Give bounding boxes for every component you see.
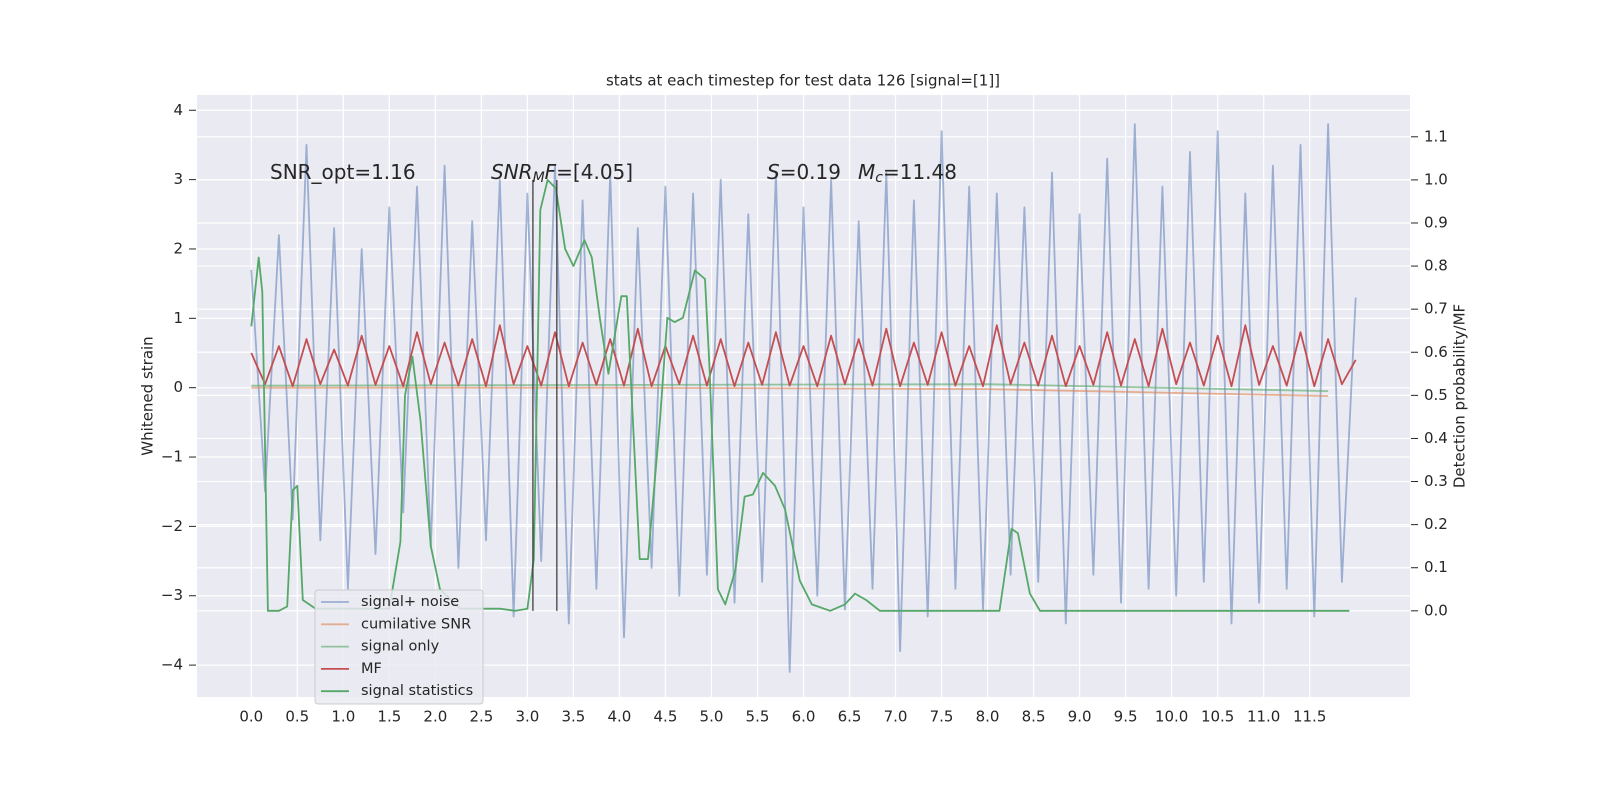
annotation-part: M — [858, 160, 875, 184]
x-tick-label: 2.0 — [423, 708, 447, 726]
x-tick-label: 8.5 — [1022, 708, 1046, 726]
y2-tick-label: 0.6 — [1424, 343, 1448, 361]
annotation: Mc=11.48 — [858, 160, 957, 187]
x-tick-label: 5.0 — [700, 708, 724, 726]
x-tick-label: 6.0 — [792, 708, 816, 726]
x-tick-label: 0.5 — [285, 708, 309, 726]
y-tick-label: 2 — [173, 239, 183, 257]
x-tick-label: 5.5 — [746, 708, 770, 726]
series-line — [251, 383, 1329, 392]
annotation-part: c — [875, 170, 883, 186]
legend-label: cumilative SNR — [361, 616, 471, 632]
x-tick-label: 7.0 — [884, 708, 908, 726]
x-tick-label: 4.5 — [654, 708, 678, 726]
x-tick-label: 3.5 — [561, 708, 585, 726]
annotation: S=0.19 — [767, 160, 841, 184]
x-tick-label: 8.0 — [976, 708, 1000, 726]
x-tick-label: 10.0 — [1155, 708, 1188, 726]
y2-tick-label: 0.0 — [1424, 601, 1448, 619]
y-tick-label: −2 — [161, 517, 183, 535]
legend-label: MF — [361, 661, 382, 677]
series-line — [251, 386, 1329, 397]
x-tick-label: 9.0 — [1068, 708, 1092, 726]
series-line — [250, 123, 1357, 673]
y-tick-label: −4 — [161, 656, 183, 674]
legend-label: signal only — [361, 639, 440, 655]
annotation-part: M — [533, 170, 545, 186]
x-tick-label: 1.0 — [331, 708, 355, 726]
x-tick-label: 1.5 — [377, 708, 401, 726]
grid — [197, 95, 1410, 697]
y2-tick-label: 0.7 — [1424, 300, 1448, 318]
annotation-part: SNR_opt=1.16 — [270, 160, 416, 184]
x-tick-label: 9.5 — [1114, 708, 1138, 726]
y2-tick-label: 1.0 — [1424, 170, 1448, 188]
x-tick-label: 6.5 — [838, 708, 862, 726]
y-tick-label: 4 — [173, 101, 183, 119]
y2-axis-label: Detection probability/MF — [1451, 304, 1469, 488]
y2-tick-label: 0.4 — [1424, 429, 1448, 447]
x-tick-label: 3.0 — [515, 708, 539, 726]
y-tick-label: 0 — [173, 378, 183, 396]
x-tick-label: 4.0 — [608, 708, 632, 726]
chart-title: stats at each timestep for test data 126… — [606, 72, 1000, 90]
y-tick-label: 1 — [173, 309, 183, 327]
y2-tick-label: 0.1 — [1424, 558, 1448, 576]
y-axis-label: Whitened strain — [139, 336, 157, 455]
x-tick-label: 11.5 — [1293, 708, 1326, 726]
annotation-part: =0.19 — [780, 160, 841, 184]
annotation-part: F — [545, 160, 557, 184]
y2-tick-label: 0.8 — [1424, 257, 1448, 275]
annotation-part: S — [767, 160, 780, 184]
legend-label: signal statistics — [361, 683, 473, 699]
legend-box — [314, 589, 484, 705]
annotation-part: =11.48 — [883, 160, 957, 184]
y2-tick-label: 0.2 — [1424, 515, 1448, 533]
y2-tick-label: 0.3 — [1424, 472, 1448, 490]
x-tick-label: 7.5 — [930, 708, 954, 726]
legend: signal+ noise cumilative SNR signal only MF… — [314, 589, 484, 705]
y2-tick-label: 1.1 — [1424, 127, 1448, 145]
y-tick-label: 3 — [173, 170, 183, 188]
x-tick-label: 11.0 — [1247, 708, 1280, 726]
legend-label: signal+ noise — [361, 594, 459, 610]
series-line — [250, 324, 1357, 388]
y-tick-label: −1 — [161, 448, 183, 466]
annotation: SNRMF=[4.05] — [491, 160, 633, 187]
annotation: SNR_opt=1.16 — [270, 160, 416, 184]
x-tick-label: 0.0 — [239, 708, 263, 726]
x-tick-label: 10.5 — [1201, 708, 1234, 726]
annotation-part: =[4.05] — [556, 160, 633, 184]
x-tick-label: 2.5 — [469, 708, 493, 726]
y2-tick-label: 0.9 — [1424, 213, 1448, 231]
y2-tick-label: 0.5 — [1424, 386, 1448, 404]
y-tick-label: −3 — [161, 586, 183, 604]
annotation-part: SNR — [491, 160, 533, 184]
